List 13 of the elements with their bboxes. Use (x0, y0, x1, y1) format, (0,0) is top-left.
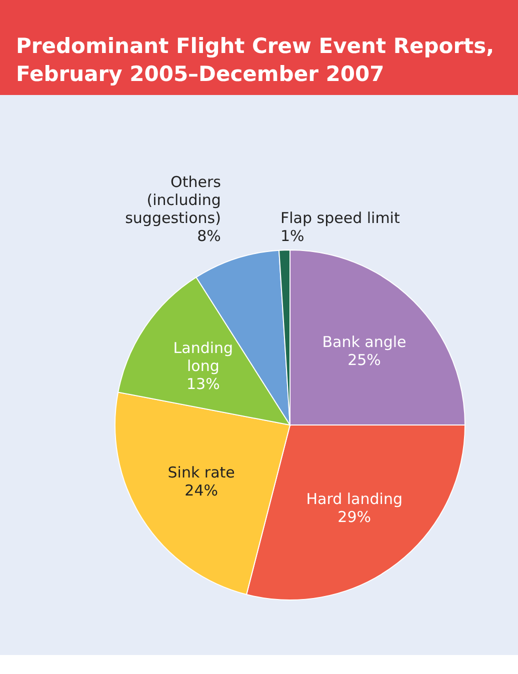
slice-label: Others (including suggestions) (125, 173, 222, 227)
data-label: 24% (184, 481, 218, 500)
data-label: 29% (338, 508, 372, 526)
data-label: 8% (197, 227, 221, 245)
slice-label: Landing long (173, 338, 234, 375)
data-label: 25% (348, 350, 381, 369)
data-label: 1% (280, 227, 304, 245)
slice-label: Sink rate (168, 463, 235, 482)
chart-title: Predominant Flight Crew Event Reports, February 2005–December 2007 (16, 34, 494, 86)
slice-label: Bank angle (322, 332, 406, 351)
slice-label: Hard landing (306, 490, 402, 508)
slice-label: Flap speed limit (280, 209, 400, 227)
data-label: 13% (186, 374, 220, 393)
